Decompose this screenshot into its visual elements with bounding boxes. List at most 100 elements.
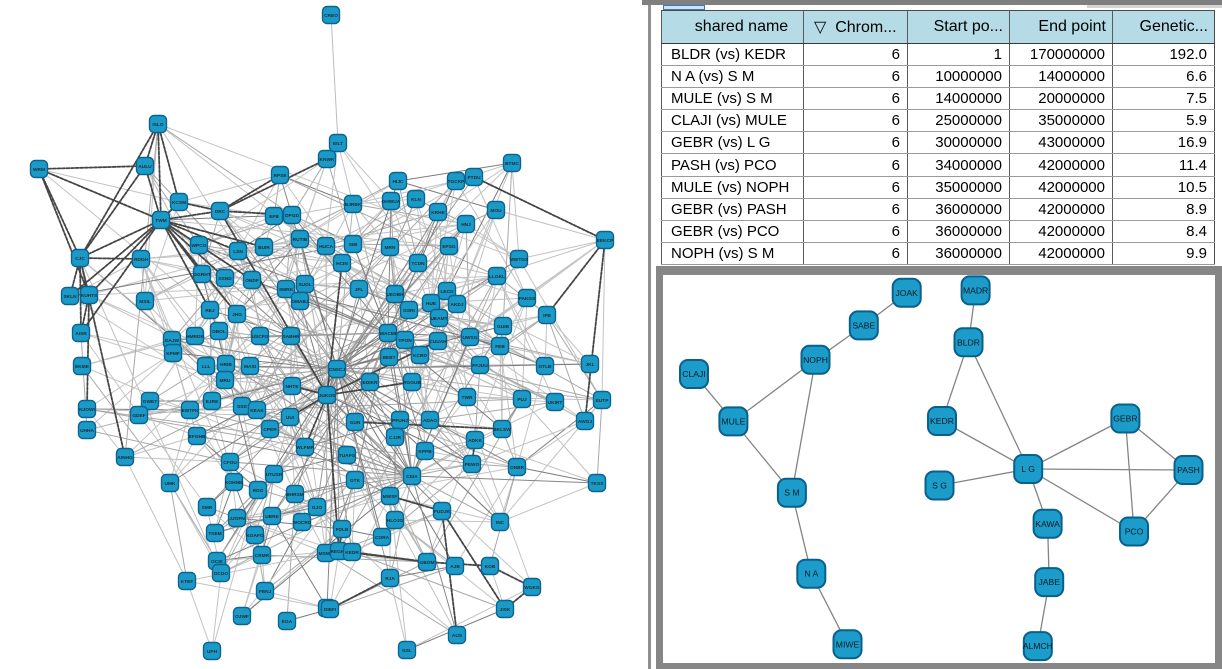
svg-text:SMRK: SMRK [279, 287, 294, 293]
svg-text:DIEFI: DIEFI [324, 607, 337, 613]
svg-text:WGKG: WGKG [524, 585, 540, 591]
svg-text:DPGD: DPGD [285, 213, 299, 219]
svg-text:EWTFK: EWTFK [181, 408, 199, 414]
svg-text:UTUSR: UTUSR [266, 472, 283, 478]
svg-text:KOHNM: KOHNM [225, 480, 243, 486]
svg-text:SSND: SSND [218, 276, 232, 282]
svg-text:SUOL: SUOL [298, 282, 311, 288]
svg-text:HRIB: HRIB [220, 362, 232, 368]
svg-text:BLDR: BLDR [957, 337, 980, 347]
svg-text:RGGUB: RGGUB [403, 380, 421, 386]
svg-text:EEKCP: EEKCP [597, 238, 614, 244]
svg-text:USCFG: USCFG [252, 334, 269, 340]
svg-text:PEWO: PEWO [465, 462, 480, 468]
svg-text:LLL: LLL [202, 364, 211, 370]
svg-text:RDDH: RDDH [134, 257, 148, 263]
svg-text:GBOM: GBOM [420, 560, 435, 566]
svg-text:KEDR: KEDR [930, 416, 954, 426]
svg-text:EPSG: EPSG [442, 244, 456, 250]
svg-text:PAKGS: PAKGS [519, 296, 537, 302]
svg-text:JFL: JFL [355, 287, 364, 293]
svg-text:CLAJI: CLAJI [682, 369, 705, 379]
svg-text:IFB: IFB [543, 313, 551, 319]
svg-text:NHTE: NHTE [285, 384, 299, 390]
svg-text:SSD: SSD [237, 404, 247, 410]
svg-text:WPCO: WPCO [192, 243, 207, 249]
svg-text:BKLSW: BKLSW [493, 427, 511, 433]
svg-text:MSMB: MSMB [319, 551, 334, 557]
svg-text:MRN: MRN [385, 245, 396, 251]
svg-text:UEOBH: UEOBH [386, 292, 404, 298]
svg-text:JUKOS: JUKOS [319, 393, 336, 399]
svg-text:BTMC: BTMC [505, 161, 519, 167]
svg-text:SMI: SMI [349, 242, 358, 248]
svg-text:N A: N A [804, 569, 818, 579]
svg-text:L G: L G [1021, 464, 1035, 474]
svg-text:WACMI: WACMI [380, 331, 397, 337]
svg-text:EILT: EILT [333, 141, 343, 147]
svg-text:UWSG: UWSG [463, 335, 478, 341]
svg-text:GUN: GUN [350, 420, 361, 426]
svg-text:UEAMT: UEAMT [430, 316, 447, 322]
svg-text:ONDF: ONDF [245, 278, 259, 284]
svg-text:OMABJ: OMABJ [291, 299, 309, 305]
svg-text:ADKK: ADKK [468, 438, 482, 444]
svg-text:BJRBK: BJRBK [345, 202, 362, 208]
svg-text:PASH: PASH [1177, 465, 1200, 475]
svg-text:MSIL: MSIL [139, 299, 151, 305]
svg-text:LLGKL: LLGKL [489, 274, 505, 280]
svg-text:OJWF: OJWF [235, 614, 249, 620]
svg-text:S G: S G [932, 481, 947, 491]
svg-text:ONBR: ONBR [510, 465, 525, 471]
svg-text:AISR: AISR [75, 331, 87, 337]
svg-text:KCSM: KCSM [172, 200, 186, 206]
svg-text:KAWA: KAWA [1035, 519, 1060, 529]
svg-text:CORA: CORA [375, 535, 390, 541]
svg-text:JKL: JKL [585, 362, 594, 368]
svg-text:REJ: REJ [205, 308, 215, 314]
svg-text:ISLO: ISLO [152, 122, 163, 128]
svg-text:WLFMP: WLFMP [296, 445, 314, 451]
svg-text:UHHA: UHHA [80, 428, 94, 434]
svg-text:HUE: HUE [426, 301, 437, 307]
svg-text:TWR: TWR [462, 395, 473, 401]
svg-text:RDO: RDO [253, 488, 264, 494]
svg-text:JABE: JABE [1038, 577, 1060, 587]
svg-text:LSN: LSN [233, 249, 243, 255]
svg-text:PUJ: PUJ [517, 397, 527, 403]
svg-text:EFB: EFB [269, 214, 279, 220]
svg-text:GEBR: GEBR [1113, 414, 1137, 424]
svg-text:JISK: JISK [500, 607, 511, 613]
svg-text:EUTP: EUTP [596, 398, 610, 404]
svg-text:PCO: PCO [1125, 527, 1144, 537]
svg-text:INC: INC [496, 520, 505, 526]
svg-text:AKDJ: AKDJ [450, 302, 463, 308]
svg-text:AULU: AULU [138, 164, 152, 170]
svg-text:MOU: MOU [490, 208, 502, 214]
svg-text:MADR: MADR [963, 285, 988, 295]
svg-text:SKLN: SKLN [63, 294, 77, 300]
svg-text:KOAFO: KOAFO [246, 533, 264, 539]
svg-text:SABE: SABE [852, 320, 875, 330]
svg-text:NOPH: NOPH [803, 355, 828, 365]
svg-text:PTDU: PTDU [467, 175, 481, 181]
svg-text:CUUAH: CUUAH [429, 339, 447, 345]
svg-text:UMK: UMK [165, 481, 176, 487]
svg-text:EDIKR: EDIKR [363, 380, 378, 386]
svg-text:JOAK: JOAK [895, 288, 918, 298]
svg-text:SMR: SMR [202, 505, 213, 511]
svg-text:CEIA: CEIA [406, 474, 418, 480]
svg-text:DHWUA: DHWUA [382, 199, 401, 205]
svg-text:JHG: JHG [232, 312, 242, 318]
svg-text:EJRE: EJRE [206, 399, 219, 405]
svg-text:HCIN: HCIN [336, 261, 348, 267]
svg-text:KEAK: KEAK [250, 408, 264, 414]
svg-text:MWSF: MWSF [383, 494, 398, 500]
svg-text:MIWE: MIWE [836, 639, 860, 649]
svg-text:TSEM: TSEM [208, 531, 221, 537]
svg-text:DAJW: DAJW [165, 338, 180, 344]
svg-text:PFUHJ: PFUHJ [392, 418, 408, 424]
svg-text:KCBD: KCBD [413, 353, 427, 359]
svg-text:GTK: GTK [350, 478, 361, 484]
svg-text:TCDN: TCDN [411, 261, 425, 267]
